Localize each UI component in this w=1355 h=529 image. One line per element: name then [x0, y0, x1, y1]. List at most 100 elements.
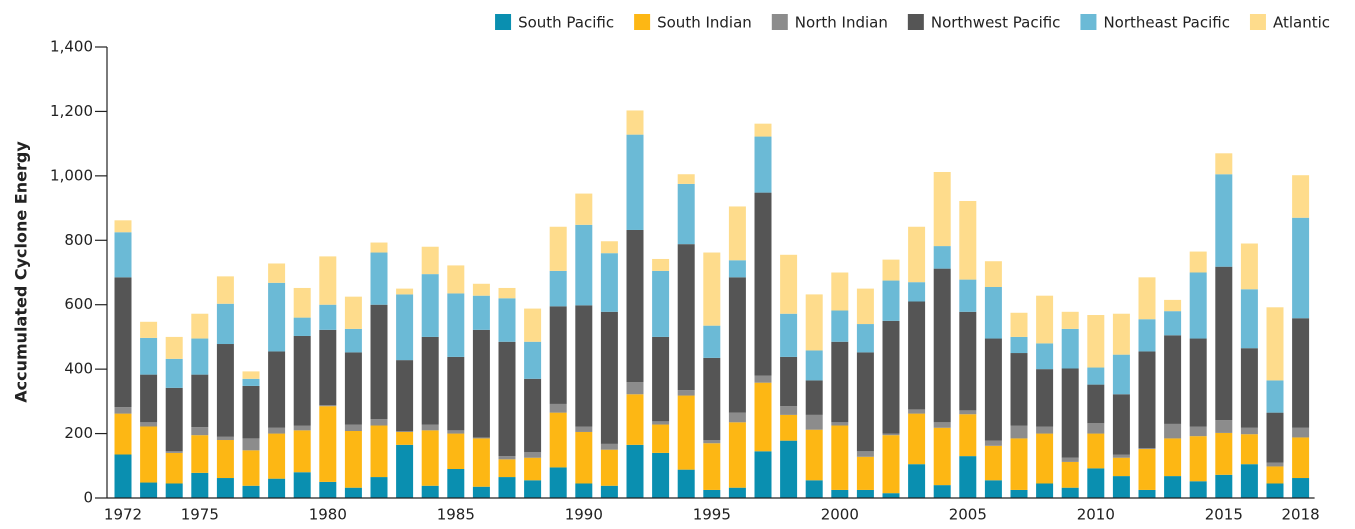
bar-segment	[524, 457, 542, 481]
bar-segment	[959, 279, 977, 312]
legend-swatch	[495, 14, 512, 30]
bar-segment	[268, 427, 286, 434]
bar-segment	[600, 443, 618, 450]
bar-segment	[703, 325, 721, 358]
bar-segment	[1087, 384, 1105, 424]
bar-segment	[549, 270, 567, 307]
bar-segment	[1292, 217, 1310, 319]
bar-segment	[1266, 380, 1284, 413]
bar-segment	[575, 224, 593, 306]
bar-segment	[293, 425, 311, 431]
bar-segment	[216, 303, 234, 345]
bar-segment	[677, 244, 695, 391]
bar-segment	[524, 480, 542, 498]
bar-segment	[216, 440, 234, 479]
bar-segment	[114, 277, 132, 408]
bar-segment	[293, 472, 311, 498]
bar-segment	[908, 409, 926, 414]
bar-segment	[472, 486, 490, 498]
bar-segment	[882, 435, 900, 494]
bar-segment	[1292, 478, 1310, 498]
bar-segment	[1164, 438, 1182, 477]
bar-segment	[831, 489, 849, 498]
bar-segment	[1010, 425, 1028, 439]
bar-segment	[1036, 343, 1054, 370]
bar-segment	[293, 317, 311, 336]
bar-segment	[472, 295, 490, 330]
y-tick-label: 200	[64, 424, 93, 442]
bar-segment	[600, 449, 618, 486]
bar-segment	[805, 380, 823, 415]
bar-segment	[908, 301, 926, 410]
bar-segment	[447, 469, 465, 498]
bar-segment	[600, 241, 618, 254]
bar-segment	[344, 430, 362, 488]
bar-segment	[1240, 434, 1258, 465]
bar-segment	[293, 287, 311, 318]
bar-segment	[1266, 462, 1284, 467]
bar-segment	[165, 452, 183, 484]
bar-segment	[728, 412, 746, 423]
bar-segment	[984, 440, 1002, 446]
bar-segment	[524, 308, 542, 342]
bar-segment	[1010, 489, 1028, 498]
bar-segment	[984, 261, 1002, 287]
bar-segment	[652, 421, 670, 425]
bar-segment	[549, 467, 567, 498]
bar-segment	[575, 193, 593, 225]
bar-segment	[1189, 436, 1207, 482]
bar-segment	[370, 477, 388, 498]
bar-segment	[652, 336, 670, 422]
bar-segment	[1266, 412, 1284, 463]
bar-segment	[165, 358, 183, 388]
bar-segment	[370, 304, 388, 420]
bar-segment	[728, 487, 746, 498]
bar-segment	[1240, 464, 1258, 498]
bar-segment	[856, 288, 874, 325]
y-tick-label: 1,200	[50, 102, 93, 120]
x-tick-label: 1985	[437, 506, 475, 524]
bar-segment	[1112, 454, 1130, 458]
bar-segment	[1138, 319, 1156, 352]
x-tick-label: 2010	[1077, 506, 1115, 524]
bar-segment	[959, 410, 977, 415]
bar-segment	[1164, 476, 1182, 498]
x-tick-label: 1972	[104, 506, 142, 524]
bar-segment	[1189, 426, 1207, 437]
bar-segment	[140, 422, 158, 427]
bar-segment	[370, 252, 388, 305]
y-tick-label: 1,000	[50, 166, 93, 184]
bar-segment	[703, 252, 721, 326]
bar-segment	[396, 431, 414, 445]
bar-segment	[242, 485, 260, 498]
bar-segment	[396, 431, 414, 432]
bar-segment	[293, 430, 311, 473]
bar-segment	[1138, 277, 1156, 320]
bar-segment	[805, 480, 823, 498]
bar-segment	[626, 110, 644, 135]
bar-segment	[191, 472, 209, 498]
bar-segment	[114, 454, 132, 498]
bar-segment	[856, 451, 874, 457]
bar-segment	[882, 433, 900, 436]
bar-segment	[754, 382, 772, 452]
bar-segment	[754, 192, 772, 376]
bar-segment	[805, 294, 823, 351]
bar-segment	[319, 256, 337, 305]
y-tick-label: 0	[83, 489, 93, 507]
bar-segment	[1266, 307, 1284, 381]
bar-segment	[472, 437, 490, 439]
bar-segment	[1215, 420, 1233, 433]
bar-segment	[575, 483, 593, 498]
bar-segment	[933, 422, 951, 428]
bar-segment	[1240, 289, 1258, 349]
bar-segment	[268, 433, 286, 479]
x-tick-label: 1980	[309, 506, 347, 524]
bar-segment	[344, 352, 362, 425]
bar-segment	[319, 481, 337, 498]
bar-segment	[652, 424, 670, 453]
bar-segment	[498, 287, 516, 299]
bar-segment	[780, 254, 798, 314]
bar-segment	[908, 282, 926, 302]
bar-segment	[728, 277, 746, 413]
